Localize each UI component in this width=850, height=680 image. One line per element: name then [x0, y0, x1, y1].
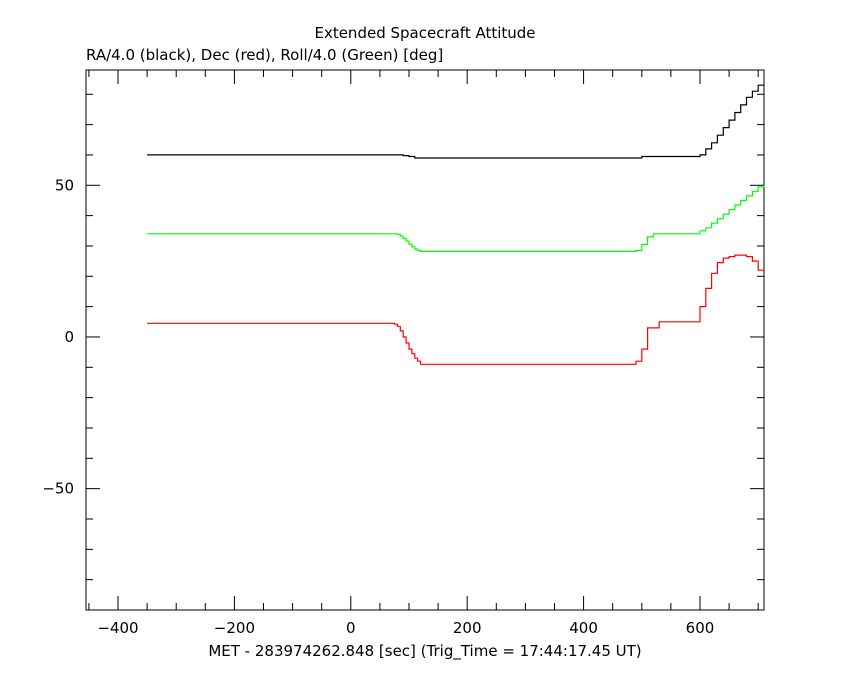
y-tick-label: −50 — [42, 480, 74, 498]
chart-title: Extended Spacecraft Attitude — [314, 24, 535, 42]
x-tick-label: 200 — [453, 619, 482, 637]
x-tick-label: −400 — [97, 619, 138, 637]
series-layer — [147, 84, 765, 365]
y-tick-label: 0 — [64, 328, 74, 346]
x-tick-label: 600 — [686, 619, 715, 637]
plot-frame — [85, 69, 765, 611]
x-axis-label: MET - 283974262.848 [sec] (Trig_Time = 1… — [208, 642, 641, 661]
series-line-roll — [147, 185, 765, 252]
axes: −400 −200 0 200 400 600 −50 0 50 — [42, 69, 765, 637]
series-line-ra — [147, 84, 764, 159]
chart-subtitle: RA/4.0 (black), Dec (red), Roll/4.0 (Gre… — [86, 46, 443, 64]
y-tick-label: 50 — [55, 176, 74, 194]
x-tick-label: 400 — [569, 619, 598, 637]
x-tick-label: −200 — [214, 619, 255, 637]
series-line-dec — [147, 254, 764, 365]
x-tick-label: 0 — [346, 619, 356, 637]
